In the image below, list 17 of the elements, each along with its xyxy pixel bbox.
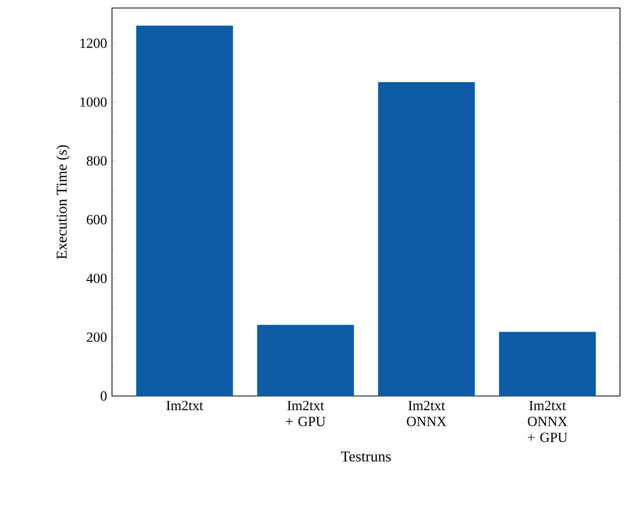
bar bbox=[257, 324, 354, 396]
y-tick-label: 800 bbox=[86, 156, 107, 166]
x-tick-label: Im2txt + GPU bbox=[286, 400, 326, 426]
x-tick-label: Im2txt ONNX + GPU bbox=[528, 400, 568, 442]
y-tick-label: 1000 bbox=[80, 97, 107, 107]
y-tick-label: 600 bbox=[86, 214, 107, 224]
bar bbox=[378, 82, 475, 396]
y-tick-label: 0 bbox=[100, 391, 107, 401]
y-tick-label: 200 bbox=[86, 332, 107, 342]
bar bbox=[499, 332, 596, 396]
x-axis-title: Testruns bbox=[341, 452, 391, 462]
x-tick-label: Im2txt bbox=[166, 400, 204, 410]
x-tick-label: Im2txt ONNX bbox=[406, 400, 446, 426]
bar bbox=[136, 26, 233, 396]
y-tick-label: 400 bbox=[86, 274, 107, 284]
y-axis-title: Execution Time (s) bbox=[56, 145, 70, 259]
y-tick-label: 1200 bbox=[80, 38, 107, 48]
